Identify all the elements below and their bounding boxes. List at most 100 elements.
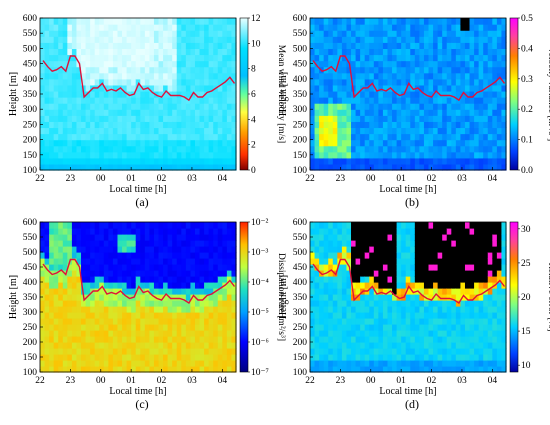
- heatmap-cell: [469, 97, 475, 104]
- heatmap-cell: [341, 60, 348, 68]
- heatmap-cell: [501, 103, 507, 110]
- heatmap-cell: [501, 354, 507, 361]
- heatmap-cell: [464, 258, 471, 265]
- heatmap-cell: [310, 258, 316, 265]
- heatmap-cell: [149, 300, 155, 307]
- heatmap-cell: [319, 246, 325, 253]
- heatmap-cell: [149, 336, 155, 343]
- y-tick-label: 150: [23, 353, 38, 363]
- heatmap-cell: [332, 288, 338, 295]
- heatmap-cell: [231, 109, 237, 116]
- heatmap-cell: [310, 48, 316, 56]
- heatmap-cell: [419, 42, 425, 49]
- heatmap-cell: [204, 127, 210, 135]
- heatmap-cell: [455, 145, 462, 153]
- heatmap-cell: [226, 264, 233, 271]
- heatmap-cell: [131, 282, 137, 289]
- heatmap-cell: [117, 312, 123, 319]
- heatmap-cell: [351, 24, 357, 31]
- heatmap-cell: [387, 348, 393, 355]
- heatmap-cell: [158, 115, 164, 122]
- heatmap-cell: [108, 342, 114, 349]
- heatmap-cell: [81, 354, 87, 361]
- heatmap-cell: [332, 60, 338, 68]
- heatmap-cell: [153, 342, 160, 349]
- heatmap-cell: [153, 330, 160, 337]
- heatmap-cell: [451, 66, 457, 74]
- heatmap-cell: [414, 90, 420, 98]
- heatmap-cell: [414, 30, 420, 37]
- heatmap-cell: [103, 228, 109, 235]
- heatmap-cell: [217, 157, 223, 165]
- heatmap-cell: [217, 48, 223, 56]
- heatmap-cell: [62, 84, 68, 92]
- heatmap-cell: [153, 36, 160, 43]
- heatmap-cell: [208, 354, 214, 361]
- heatmap-cell: [396, 348, 402, 355]
- heatmap-cell: [392, 60, 398, 68]
- heatmap-cell: [341, 294, 348, 301]
- heatmap-cell: [483, 228, 489, 235]
- heatmap-cell: [323, 318, 329, 325]
- heatmap-cell: [71, 163, 78, 171]
- heatmap-cell: [140, 366, 146, 373]
- heatmap-cell: [355, 222, 361, 229]
- heatmap-cell: [378, 240, 384, 247]
- heatmap-cell: [437, 145, 443, 153]
- heatmap-cell: [323, 306, 329, 313]
- heatmap-cell: [40, 228, 46, 235]
- heatmap-cell: [181, 360, 187, 367]
- heatmap-cell: [135, 294, 141, 301]
- heatmap-cell: [71, 127, 78, 135]
- heatmap-cell: [392, 336, 398, 343]
- heatmap-cell: [53, 282, 59, 289]
- heatmap-cell: [117, 48, 123, 56]
- heatmap-cell: [163, 115, 169, 122]
- heatmap-cell: [455, 72, 462, 80]
- heatmap-cell: [167, 324, 173, 331]
- heatmap-cell: [208, 97, 214, 104]
- heatmap-cell: [172, 342, 178, 349]
- heatmap-cell: [360, 97, 366, 104]
- heatmap-cell: [140, 228, 146, 235]
- heatmap-cell: [401, 60, 407, 68]
- heatmap-cell: [71, 109, 78, 116]
- heatmap-cell: [492, 270, 498, 277]
- heatmap-cell: [496, 360, 503, 367]
- heatmap-cell: [140, 312, 146, 319]
- y-tick-label: 400: [293, 75, 308, 85]
- heatmap-cell: [437, 78, 443, 86]
- heatmap-cell: [382, 300, 389, 307]
- heatmap-cell: [328, 97, 334, 104]
- heatmap-cell: [131, 30, 137, 37]
- heatmap-cell: [122, 348, 128, 355]
- heatmap-cell: [67, 90, 73, 98]
- heatmap-cell: [392, 288, 398, 295]
- heatmap-cell: [99, 354, 105, 361]
- heatmap-cell: [332, 360, 338, 367]
- heatmap-cell: [94, 312, 100, 319]
- heatmap-cell: [364, 48, 370, 56]
- heatmap-cell: [346, 36, 352, 43]
- heatmap-cell: [310, 36, 316, 43]
- heatmap-cell: [67, 222, 73, 229]
- heatmap-cell: [378, 360, 384, 367]
- heatmap-cell: [492, 121, 498, 129]
- heatmap-cell: [373, 336, 379, 343]
- heatmap-cell: [90, 360, 96, 367]
- heatmap-cell: [442, 324, 448, 331]
- heatmap-cell: [323, 54, 329, 62]
- heatmap-cell: [373, 312, 379, 319]
- heatmap-cell: [131, 24, 137, 31]
- heatmap-cell: [355, 354, 361, 361]
- heatmap-cell: [414, 36, 420, 43]
- heatmap-cell: [437, 354, 443, 361]
- heatmap-cell: [455, 109, 462, 116]
- heatmap-cell: [328, 264, 334, 271]
- heatmap-cell: [369, 360, 375, 367]
- heatmap-cell: [222, 342, 228, 349]
- heatmap-cell: [433, 318, 439, 325]
- heatmap-cell: [474, 30, 480, 37]
- heatmap-cell: [496, 115, 503, 122]
- heatmap-cell: [310, 306, 316, 313]
